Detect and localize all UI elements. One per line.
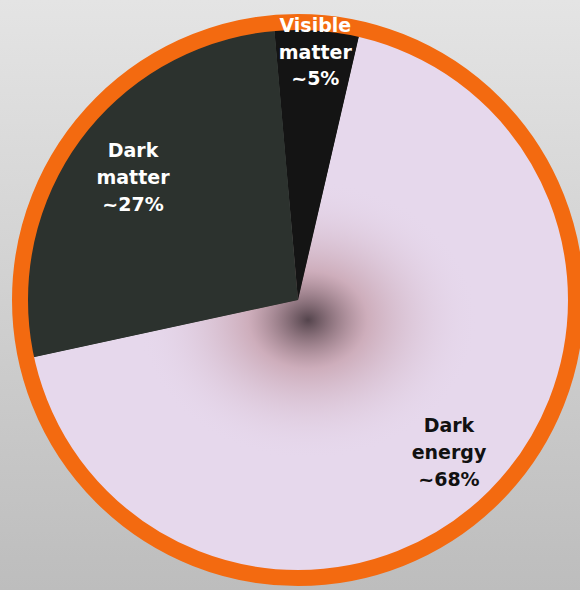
- slice-label: Visiblematter ~5%: [279, 13, 353, 89]
- pie-slice: [26, 29, 298, 357]
- chart: Visiblematter ~5% Darkmatter ~27% Darkenergy…: [0, 0, 580, 590]
- category-label: Darkenergy: [412, 414, 487, 463]
- category-label: Visiblematter: [279, 13, 353, 62]
- slice-label: Darkmatter ~27%: [96, 139, 170, 215]
- category-label: Darkmatter: [96, 139, 170, 188]
- value-label: ~68%: [418, 468, 479, 490]
- value-label: ~27%: [102, 193, 163, 215]
- slice-label: Darkenergy ~68%: [412, 414, 487, 490]
- slice-group: [26, 28, 570, 572]
- pie-slice: [26, 29, 298, 357]
- value-label: ~5%: [291, 67, 339, 89]
- pie: Visiblematter ~5% Darkmatter ~27% Darkenergy…: [20, 13, 576, 578]
- background: [0, 0, 580, 590]
- slices: [26, 28, 570, 572]
- rim: [20, 22, 576, 578]
